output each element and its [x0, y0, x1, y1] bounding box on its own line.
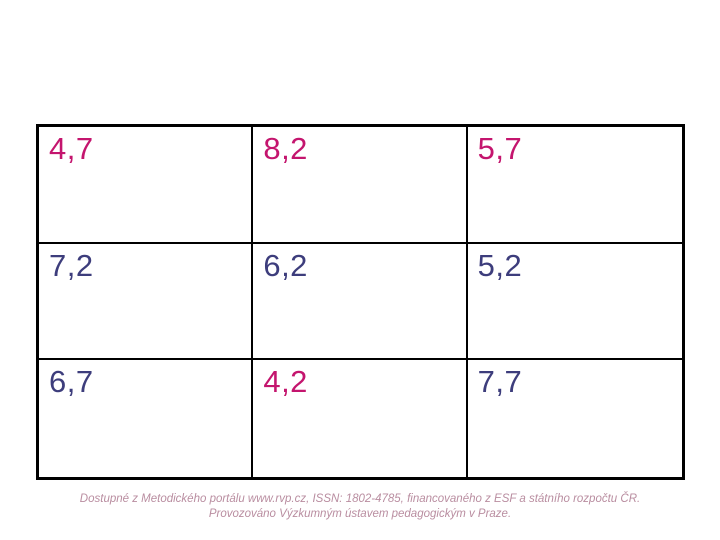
footer-attribution-line1: Dostupné z Metodického portálu www.rvp.c…	[79, 493, 641, 505]
table-cell: 5,2	[467, 244, 682, 361]
table-cell: 7,2	[39, 243, 254, 361]
footer-attribution-line2: Provozováno Výzkumným ústavem pedagogick…	[208, 508, 512, 521]
table-cell: 4,2	[253, 360, 468, 477]
footer-attribution: Dostupné z Metodického portálu www.rvp.c…	[0, 492, 720, 522]
table-cell: 7,7	[477, 364, 523, 400]
table-cell: 4,7	[39, 127, 254, 244]
number-table: 4,7 8,2 5,7 7,2 6,2 5,2 6,7 4,2 7,7	[36, 124, 685, 480]
table-cell: 6,7	[39, 360, 254, 477]
table-cell: 5,7	[467, 127, 682, 244]
table-cell: 8,2	[253, 127, 468, 244]
table-cell: 6,2	[253, 243, 468, 361]
